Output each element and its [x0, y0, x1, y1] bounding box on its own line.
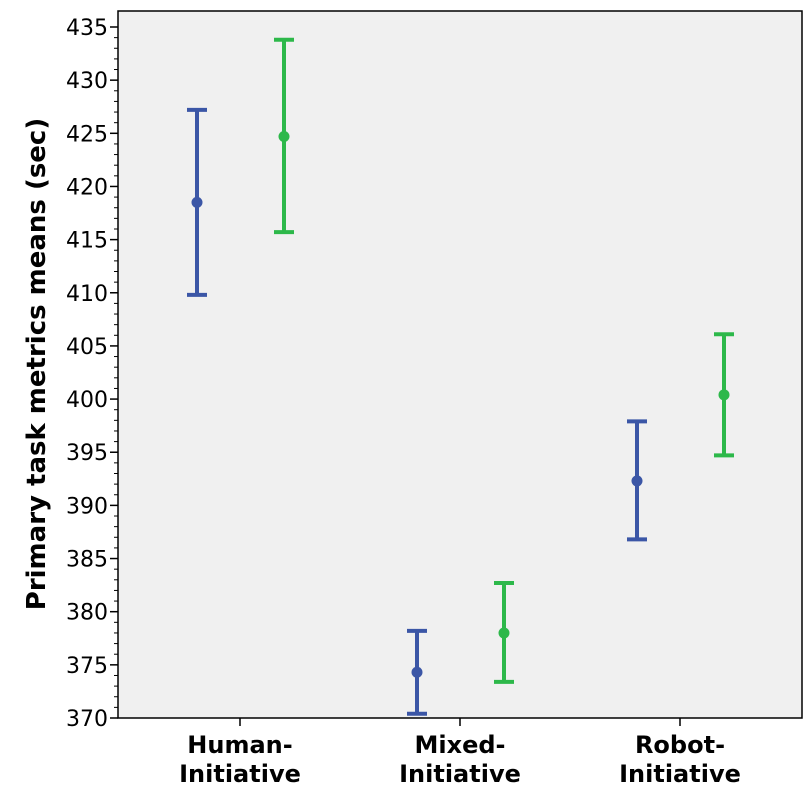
mean-point: [278, 130, 290, 142]
y-tick-label: 435: [66, 16, 108, 41]
y-tick-label: 385: [66, 548, 108, 573]
mean-point: [191, 196, 203, 208]
mean-point: [631, 475, 643, 487]
y-tick-label: 405: [66, 335, 108, 360]
x-category-label: Initiative: [619, 760, 741, 787]
plot-area: [117, 10, 803, 719]
x-axis: Human-InitiativeMixed-InitiativeRobot-In…: [179, 718, 741, 787]
y-tick-label: 390: [66, 494, 108, 519]
y-tick-label: 410: [66, 282, 108, 307]
x-category-label: Initiative: [399, 760, 521, 787]
y-tick-label: 415: [66, 229, 108, 254]
mean-point: [718, 389, 730, 401]
mean-point: [498, 627, 510, 639]
y-tick-label: 380: [66, 601, 108, 626]
x-category-label: Mixed-: [414, 731, 505, 759]
x-category-label: Initiative: [179, 760, 301, 787]
chart-marks: [187, 37, 734, 716]
y-tick-label: 370: [66, 707, 108, 732]
y-tick-label: 420: [66, 175, 108, 200]
y-tick-label: 425: [66, 122, 108, 147]
x-category-label: Human-: [187, 731, 292, 759]
y-axis-title: Primary task metrics means (sec): [22, 118, 52, 610]
y-tick-label: 375: [66, 654, 108, 679]
y-tick-label: 400: [66, 388, 108, 413]
y-tick-label: 395: [66, 441, 108, 466]
mean-point: [411, 666, 423, 678]
x-category-label: Robot-: [635, 731, 725, 759]
y-tick-label: 430: [66, 69, 108, 94]
y-axis: 370 375 380 385 390 395 400 405 410 415 420 425 430 4…: [66, 16, 118, 732]
